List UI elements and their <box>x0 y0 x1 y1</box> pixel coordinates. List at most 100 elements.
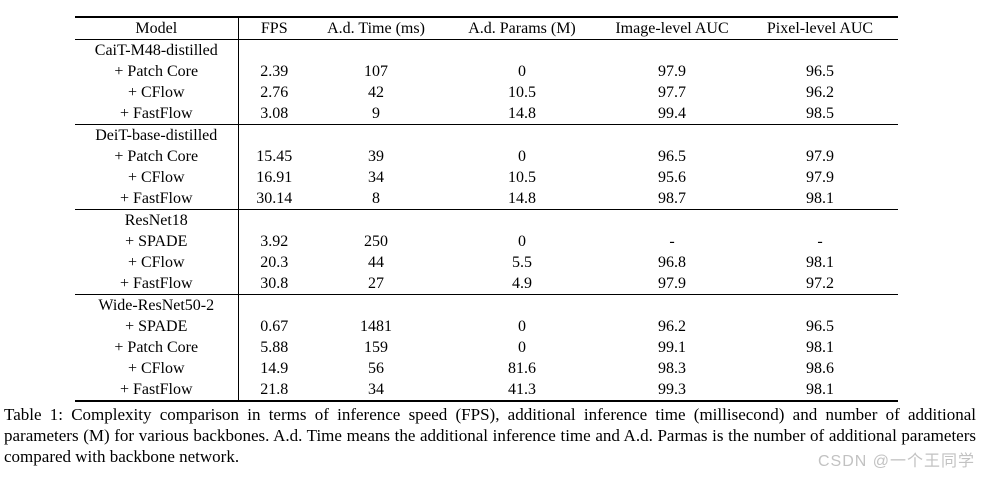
cell-model: + FastFlow <box>75 188 239 210</box>
group-row-filler <box>238 40 898 62</box>
cell-model: + FastFlow <box>75 103 239 125</box>
cell-ad-params: 0 <box>518 318 526 335</box>
cell-fps: 5.88 <box>260 339 289 356</box>
table-row: + Patch Core 5.88 159 0 99.1 98.1 <box>75 337 898 358</box>
group-name: ResNet18 <box>75 209 239 231</box>
cell-pixel-auc: 96.5 <box>806 63 834 80</box>
cell-ad-params: 0 <box>518 233 526 250</box>
cell-fps: 20.3 <box>260 254 289 271</box>
col-header-ad-params: A.d. Params (M) <box>442 17 602 40</box>
cell-fps: 14.9 <box>260 360 289 377</box>
cell-ad-time: 8 <box>372 190 380 207</box>
cell-fps: 3.92 <box>260 233 289 250</box>
cell-ad-time: 27 <box>368 275 384 292</box>
cell-image-auc: 96.8 <box>658 254 686 271</box>
cell-ad-params: 14.8 <box>508 190 536 207</box>
cell-image-auc: 97.9 <box>658 63 686 80</box>
cell-pixel-auc: - <box>817 233 823 250</box>
cell-fps: 15.45 <box>256 148 293 165</box>
table-row: + SPADE 3.92 250 0 - - <box>75 231 898 252</box>
cell-ad-time: 250 <box>364 233 388 250</box>
cell-ad-time: 1481 <box>360 318 392 335</box>
table-row: + FastFlow 3.08 9 14.8 99.4 98.5 <box>75 103 898 125</box>
col-header-model: Model <box>75 17 239 40</box>
csdn-watermark: CSDN @一个王同学 <box>817 453 975 470</box>
cell-ad-time: 42 <box>368 84 384 101</box>
cell-image-auc: 98.3 <box>658 360 686 377</box>
cell-pixel-auc: 98.6 <box>806 360 834 377</box>
cell-ad-params: 0 <box>518 148 526 165</box>
cell-image-auc: 99.4 <box>658 105 686 122</box>
cell-ad-time: 39 <box>368 148 384 165</box>
cell-ad-params: 10.5 <box>508 169 536 186</box>
cell-model: + CFlow <box>75 167 239 188</box>
table-row: + CFlow 20.3 44 5.5 96.8 98.1 <box>75 252 898 273</box>
cell-model: + Patch Core <box>75 61 239 82</box>
cell-model: + CFlow <box>75 82 239 103</box>
cell-model: + Patch Core <box>75 337 239 358</box>
cell-image-auc: 97.9 <box>658 275 686 292</box>
group-row: DeiT-base-distilled <box>75 124 898 146</box>
table-row: + Patch Core 2.39 107 0 97.9 96.5 <box>75 61 898 82</box>
complexity-table: Model FPS A.d. Time (ms) A.d. Params (M)… <box>75 16 898 402</box>
cell-fps: 30.14 <box>256 190 293 207</box>
cell-ad-params: 0 <box>518 339 526 356</box>
table-row: + FastFlow 21.8 34 41.3 99.3 98.1 <box>75 379 898 401</box>
cell-pixel-auc: 97.9 <box>806 148 834 165</box>
table-header-row: Model FPS A.d. Time (ms) A.d. Params (M)… <box>75 17 898 40</box>
cell-pixel-auc: 97.2 <box>806 275 834 292</box>
col-header-fps: FPS <box>238 17 310 40</box>
group-row: CaiT-M48-distilled <box>75 39 898 62</box>
cell-ad-params: 0 <box>518 63 526 80</box>
cell-image-auc: - <box>669 233 675 250</box>
group-name: CaiT-M48-distilled <box>75 39 239 61</box>
cell-image-auc: 98.7 <box>658 190 686 207</box>
cell-pixel-auc: 98.1 <box>806 381 834 398</box>
cell-pixel-auc: 98.1 <box>806 190 834 207</box>
cell-ad-params: 10.5 <box>508 84 536 101</box>
cell-ad-time: 9 <box>372 105 380 122</box>
cell-ad-time: 56 <box>368 360 384 377</box>
table-row: + Patch Core 15.45 39 0 96.5 97.9 <box>75 146 898 167</box>
cell-image-auc: 97.7 <box>658 84 686 101</box>
cell-model: + CFlow <box>75 358 239 379</box>
cell-pixel-auc: 97.9 <box>806 169 834 186</box>
table-row: + CFlow 2.76 42 10.5 97.7 96.2 <box>75 82 898 103</box>
cell-fps: 3.08 <box>260 105 289 122</box>
cell-pixel-auc: 98.1 <box>806 254 834 271</box>
cell-model: + CFlow <box>75 252 239 273</box>
cell-pixel-auc: 96.2 <box>806 84 834 101</box>
table-caption: Table 1: Complexity comparison in terms … <box>4 405 976 466</box>
group-name: DeiT-base-distilled <box>75 124 239 146</box>
group-row-filler <box>238 124 898 146</box>
table-row: + CFlow 14.9 56 81.6 98.3 98.6 <box>75 358 898 379</box>
cell-fps: 2.39 <box>260 63 289 80</box>
group-name: Wide-ResNet50-2 <box>75 294 239 316</box>
cell-model: + SPADE <box>75 231 239 252</box>
table-row: + CFlow 16.91 34 10.5 95.6 97.9 <box>75 167 898 188</box>
cell-ad-time: 44 <box>368 254 384 271</box>
cell-fps: 30.8 <box>260 275 289 292</box>
group-row: ResNet18 <box>75 209 898 231</box>
cell-ad-time: 107 <box>364 63 388 80</box>
group-row-filler <box>238 294 898 316</box>
group-row: Wide-ResNet50-2 <box>75 294 898 316</box>
cell-model: + Patch Core <box>75 146 239 167</box>
cell-model: + FastFlow <box>75 273 239 295</box>
cell-ad-time: 34 <box>368 381 384 398</box>
cell-ad-params: 81.6 <box>508 360 536 377</box>
cell-image-auc: 99.1 <box>658 339 686 356</box>
cell-image-auc: 95.6 <box>658 169 686 186</box>
cell-pixel-auc: 98.5 <box>806 105 834 122</box>
cell-pixel-auc: 98.1 <box>806 339 834 356</box>
cell-ad-time: 34 <box>368 169 384 186</box>
table-row: + SPADE 0.67 1481 0 96.2 96.5 <box>75 316 898 337</box>
group-row-filler <box>238 209 898 231</box>
cell-fps: 0.67 <box>260 318 289 335</box>
cell-pixel-auc: 96.5 <box>806 318 834 335</box>
cell-ad-params: 41.3 <box>508 381 536 398</box>
cell-image-auc: 96.2 <box>658 318 686 335</box>
cell-ad-time: 159 <box>364 339 388 356</box>
cell-model: + SPADE <box>75 316 239 337</box>
